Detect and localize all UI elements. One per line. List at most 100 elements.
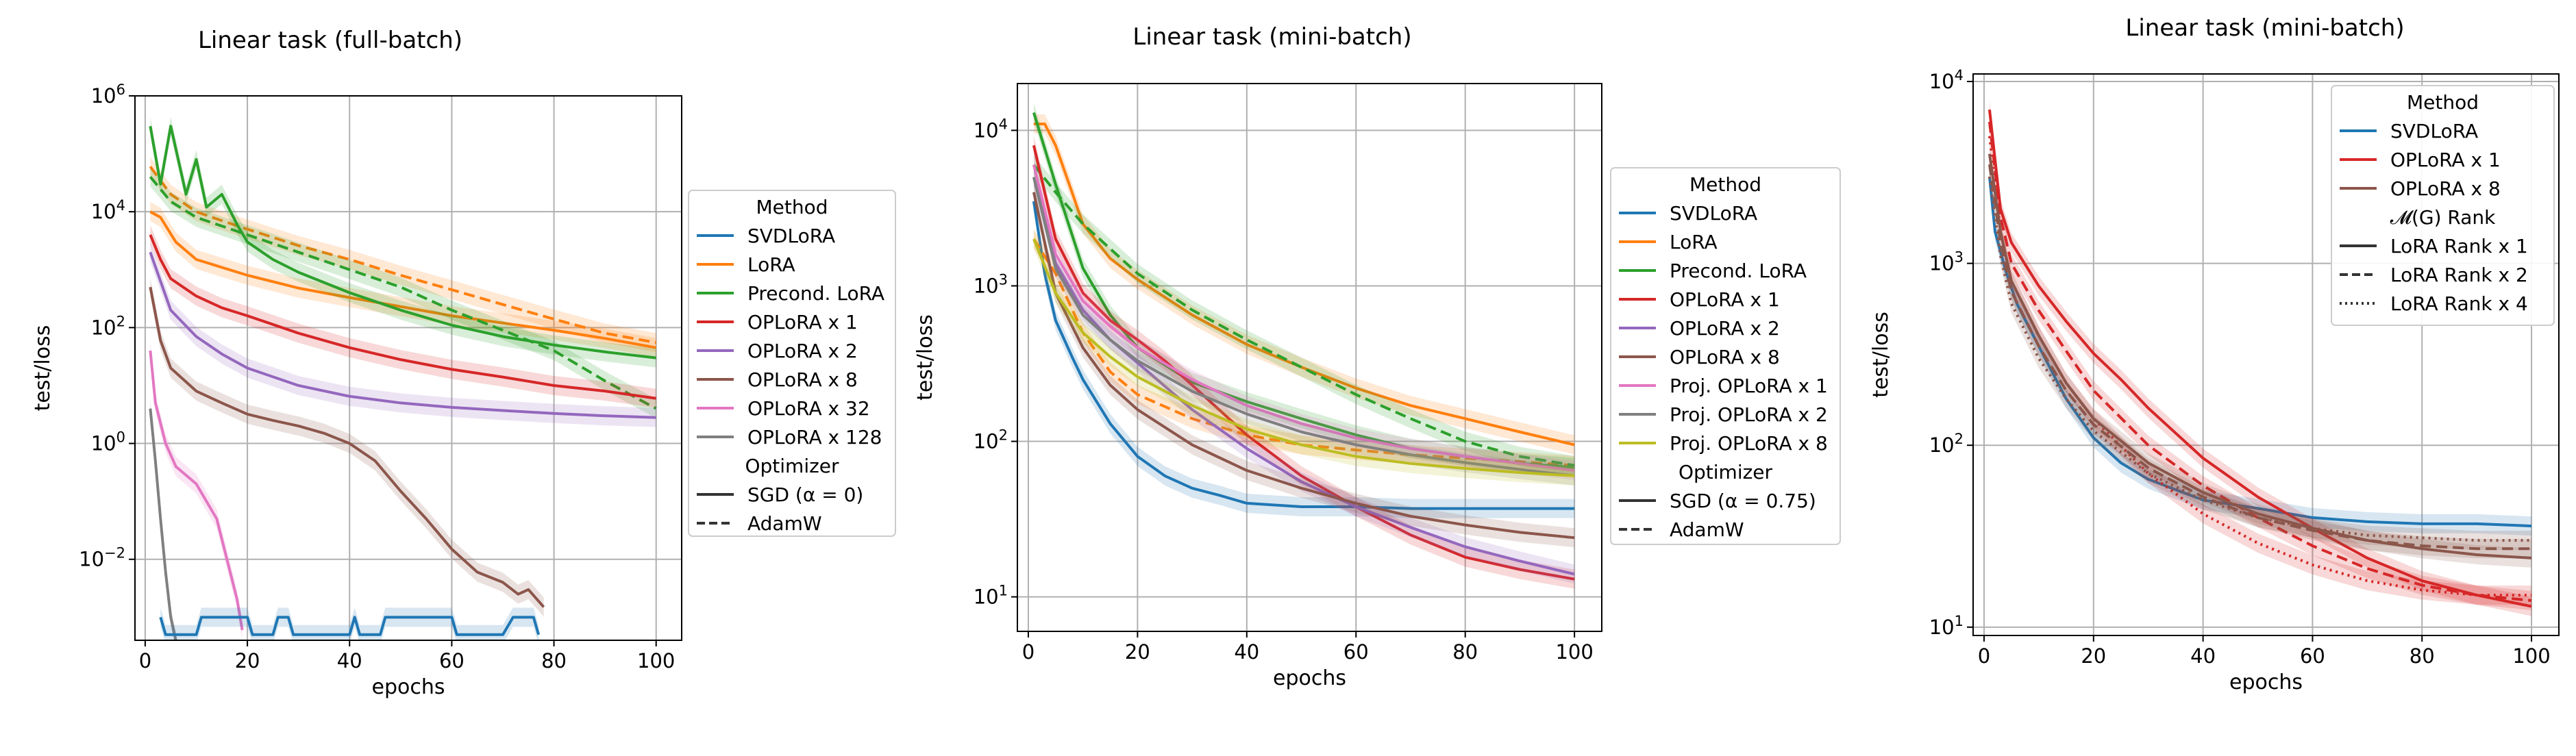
x-tick-label: 80 [2410, 644, 2435, 668]
legend-label: SVDLoRA [747, 225, 835, 247]
series-band [160, 607, 539, 640]
legend-label: OPLoRA x 32 [747, 397, 870, 420]
x-tick-label: 100 [2512, 644, 2550, 668]
x-tick-label: 100 [1555, 640, 1593, 664]
x-axis-label: epochs [372, 675, 445, 699]
series-line-2 [149, 125, 656, 360]
series-line-2 [1987, 121, 2532, 603]
series-line-7 [149, 350, 244, 631]
series-band [150, 157, 656, 353]
axes-frame [1017, 83, 1602, 632]
x-tick-label: 40 [337, 649, 362, 672]
legend-label: LoRA Rank x 2 [2390, 264, 2528, 286]
legend-heading: Method [2407, 91, 2479, 114]
x-tick-label: 20 [1125, 640, 1150, 664]
plot-area [1987, 100, 2532, 616]
y-tick-label: 101 [1929, 613, 1964, 639]
axes-frame [134, 95, 682, 641]
series-line-5 [149, 251, 656, 419]
legend-label: Precond. LoRA [1670, 260, 1807, 282]
x-tick-label: 80 [1452, 640, 1478, 664]
legend-label: Proj. OPLoRA x 1 [1670, 375, 1828, 397]
legend-label: OPLoRA x 1 [2390, 149, 2501, 171]
series-line-1 [1033, 122, 1575, 446]
series-line-10 [1032, 238, 1575, 477]
legend-label: AdamW [747, 512, 822, 535]
legend-label: OPLoRA x 1 [1670, 288, 1780, 311]
series-line-9 [159, 616, 541, 636]
x-tick-label: 0 [139, 649, 151, 672]
legend-frame [688, 190, 896, 537]
y-tick-label: 102 [974, 427, 1008, 453]
series-line-8 [1032, 164, 1575, 473]
chart-title: Linear task (full-batch) [198, 27, 462, 54]
legend-label: Proj. OPLoRA x 2 [1670, 403, 1828, 426]
series-line-0 [149, 210, 657, 349]
x-tick-label: 60 [439, 649, 465, 672]
series-band [1989, 155, 2532, 559]
legend-frame [1610, 167, 1841, 545]
series-line-3 [149, 175, 657, 410]
chart-panel-rank: 0 20 40 60 80 100 101 102 103 104 Linear task (min… [1869, 14, 2560, 694]
series-line-4 [1032, 164, 1575, 467]
series-band [1989, 112, 2532, 611]
series-band [150, 167, 656, 418]
legend-label: Proj. OPLoRA x 8 [1670, 432, 1828, 455]
legend-label: OPLoRA x 2 [747, 340, 858, 362]
series-band [1033, 167, 1575, 584]
y-tick-label: 102 [91, 313, 125, 339]
y-tick-label: 100 [91, 429, 125, 455]
y-tick-label: 103 [974, 271, 1008, 297]
y-tick-label: 10−2 [79, 545, 125, 571]
legend-label: OPLoRA x 128 [747, 426, 882, 449]
y-tick-label: 104 [1929, 67, 1964, 93]
y-tick-label: 103 [1929, 249, 1964, 275]
plot-area [149, 116, 657, 640]
y-tick-label: 102 [1929, 431, 1964, 457]
legend-label: Precond. LoRA [747, 282, 884, 305]
x-tick-label: 0 [1978, 644, 1990, 668]
x-tick-label: 0 [1022, 640, 1035, 664]
x-tick-label: 40 [1234, 640, 1259, 664]
series-band [150, 116, 656, 368]
x-tick-label: 60 [1343, 640, 1369, 664]
y-tick-label: 106 [91, 81, 125, 108]
x-axis-label: epochs [2229, 670, 2303, 694]
legend-label: SVDLoRA [2390, 120, 2478, 142]
series-band [150, 202, 656, 357]
x-tick-label: 60 [2300, 644, 2325, 668]
legend-label: SGD (α = 0.75) [1670, 490, 1816, 512]
y-tick-label: 101 [974, 583, 1008, 609]
legend-label: OPLoRA x 1 [747, 311, 858, 333]
series-band [150, 277, 544, 617]
series-line-1 [1987, 109, 2532, 608]
y-tick-label: 104 [974, 116, 1008, 142]
legend-label: AdamW [1670, 518, 1744, 541]
y-tick-label: 104 [91, 197, 125, 223]
legend-heading: Method [756, 196, 828, 218]
series-band [150, 341, 243, 640]
series-line-6 [149, 286, 545, 608]
series-line-4 [1987, 153, 2532, 559]
series-band [1033, 155, 1575, 481]
legend-heading: Optimizer [745, 455, 839, 477]
plot-area [1032, 103, 1575, 589]
chart-panel-full: 0 20 40 60 80 100 10−2 100 102 104 106 Linear task … [31, 27, 896, 699]
series-line-7 [1032, 192, 1575, 540]
legend-label: LoRA [1670, 231, 1718, 253]
chart-title: Linear task (mini-batch) [1132, 23, 1411, 51]
legend-label: LoRA Rank x 1 [2390, 235, 2528, 257]
x-tick-label: 100 [637, 649, 675, 672]
legend-label: SVDLoRA [1670, 202, 1757, 225]
series-line-0 [1032, 201, 1575, 510]
x-tick-label: 20 [235, 649, 260, 672]
series-line-6 [1032, 177, 1575, 576]
legend-label: OPLoRA x 8 [1670, 346, 1780, 368]
legend-label: LoRA Rank x 4 [2390, 292, 2528, 315]
chart-panel-mini: 0 20 40 60 80 100 101 102 103 104 Linear task (min… [913, 23, 1841, 690]
series-band [150, 242, 656, 427]
series-line-5 [1987, 164, 2532, 551]
legend: Method SVDLoRA LoRA Precond. LoRA OPLoRA x 1… [1610, 167, 1841, 545]
y-axis-label: test/loss [913, 314, 937, 401]
y-axis-label: test/loss [1869, 312, 1893, 398]
